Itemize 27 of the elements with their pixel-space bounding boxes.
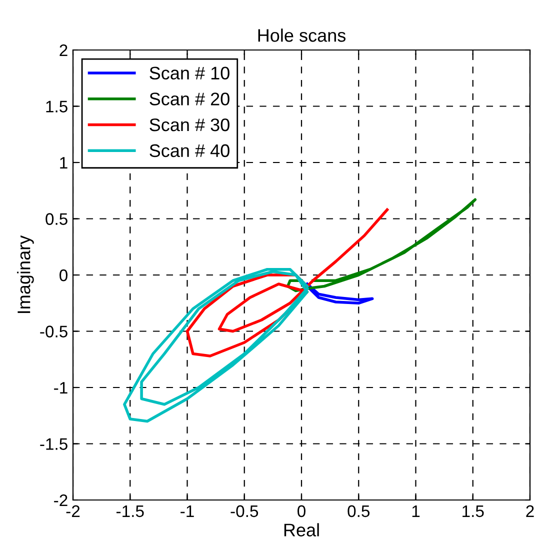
x-axis-title: Real <box>284 523 319 536</box>
y-tick-label: 2 <box>60 44 68 56</box>
legend-label: Scan # 40 <box>150 144 230 158</box>
legend-label: Scan # 10 <box>150 66 230 80</box>
y-tick-label: -1 <box>54 382 68 394</box>
legend-label: Scan # 20 <box>150 92 230 106</box>
y-tick-label: 1 <box>60 157 68 169</box>
legend-label: Scan # 30 <box>150 118 230 132</box>
x-tick-label: 2 <box>526 505 534 517</box>
y-tick-label: 1.5 <box>46 100 68 112</box>
line-series <box>306 282 374 305</box>
y-tick-label: -2 <box>54 494 68 506</box>
x-tick-label: -1.5 <box>116 505 144 518</box>
x-tick-label: -0.5 <box>230 505 258 518</box>
y-tick-label: 0.5 <box>46 213 68 225</box>
x-tick-label: -1 <box>180 505 194 517</box>
x-tick-label: 1 <box>412 505 420 517</box>
y-tick-label: -1.5 <box>40 438 68 450</box>
y-tick-label: 0 <box>60 269 68 282</box>
y-tick-label: -0.5 <box>40 326 68 338</box>
y-axis-title: Imaginary <box>17 235 34 313</box>
x-tick-label: 0.5 <box>348 505 370 518</box>
line-series <box>286 198 477 292</box>
x-tick-label: 1.5 <box>462 505 484 518</box>
x-tick-label: 0 <box>298 505 306 518</box>
line-series <box>123 268 309 423</box>
chart-title: Hole scans <box>258 28 346 42</box>
